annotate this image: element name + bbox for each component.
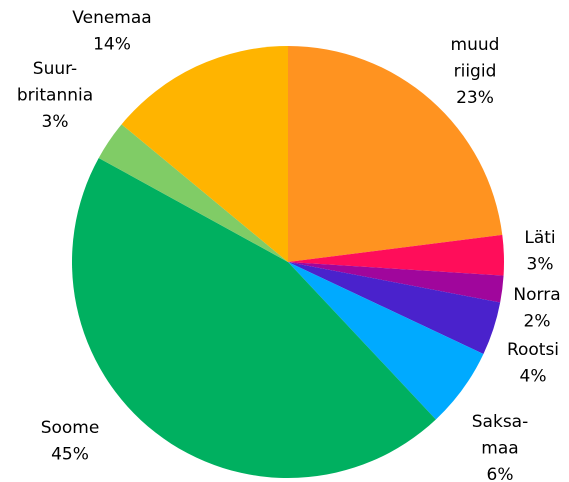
pie-slice [288, 262, 504, 303]
slice-label: Suur-britannia 3% [17, 59, 93, 132]
category-label: Läti [524, 228, 555, 248]
category-label: riigid [454, 62, 497, 82]
value-label: 3% [42, 112, 69, 132]
value-label: 45% [51, 445, 89, 465]
category-label: Norra [513, 285, 560, 305]
slice-label: Venemaa 14% [72, 8, 151, 55]
category-label: Soome [41, 418, 100, 438]
category-label: Venemaa [72, 8, 151, 28]
value-label: 4% [520, 367, 547, 387]
pie-slice [98, 124, 288, 262]
slice-label: Rootsi 4% [507, 340, 559, 387]
category-label: muud [451, 35, 500, 55]
value-label: 3% [527, 255, 554, 275]
slice-label: Soome 45% [41, 418, 100, 465]
pie-slice [288, 46, 503, 262]
slice-label: muud riigid 23% [451, 35, 500, 108]
pie-slice [121, 46, 288, 262]
category-label: Saksa- [472, 412, 528, 432]
slice-label: Norra 2% [513, 285, 560, 332]
slice-label: Saksa-maa 6% [472, 412, 528, 482]
pie-slice [288, 262, 484, 420]
value-label: 23% [456, 88, 494, 108]
category-label: Rootsi [507, 340, 559, 360]
value-label: 6% [487, 465, 514, 482]
pie-slice [72, 157, 436, 478]
pie-slice [288, 262, 501, 354]
category-label: britannia [17, 86, 93, 106]
slice-label: Läti 3% [524, 228, 555, 275]
pie-slice [288, 234, 504, 276]
category-label: Suur- [33, 59, 77, 79]
category-label: maa [481, 439, 518, 459]
value-label: 2% [524, 312, 551, 332]
value-label: 14% [93, 35, 131, 55]
